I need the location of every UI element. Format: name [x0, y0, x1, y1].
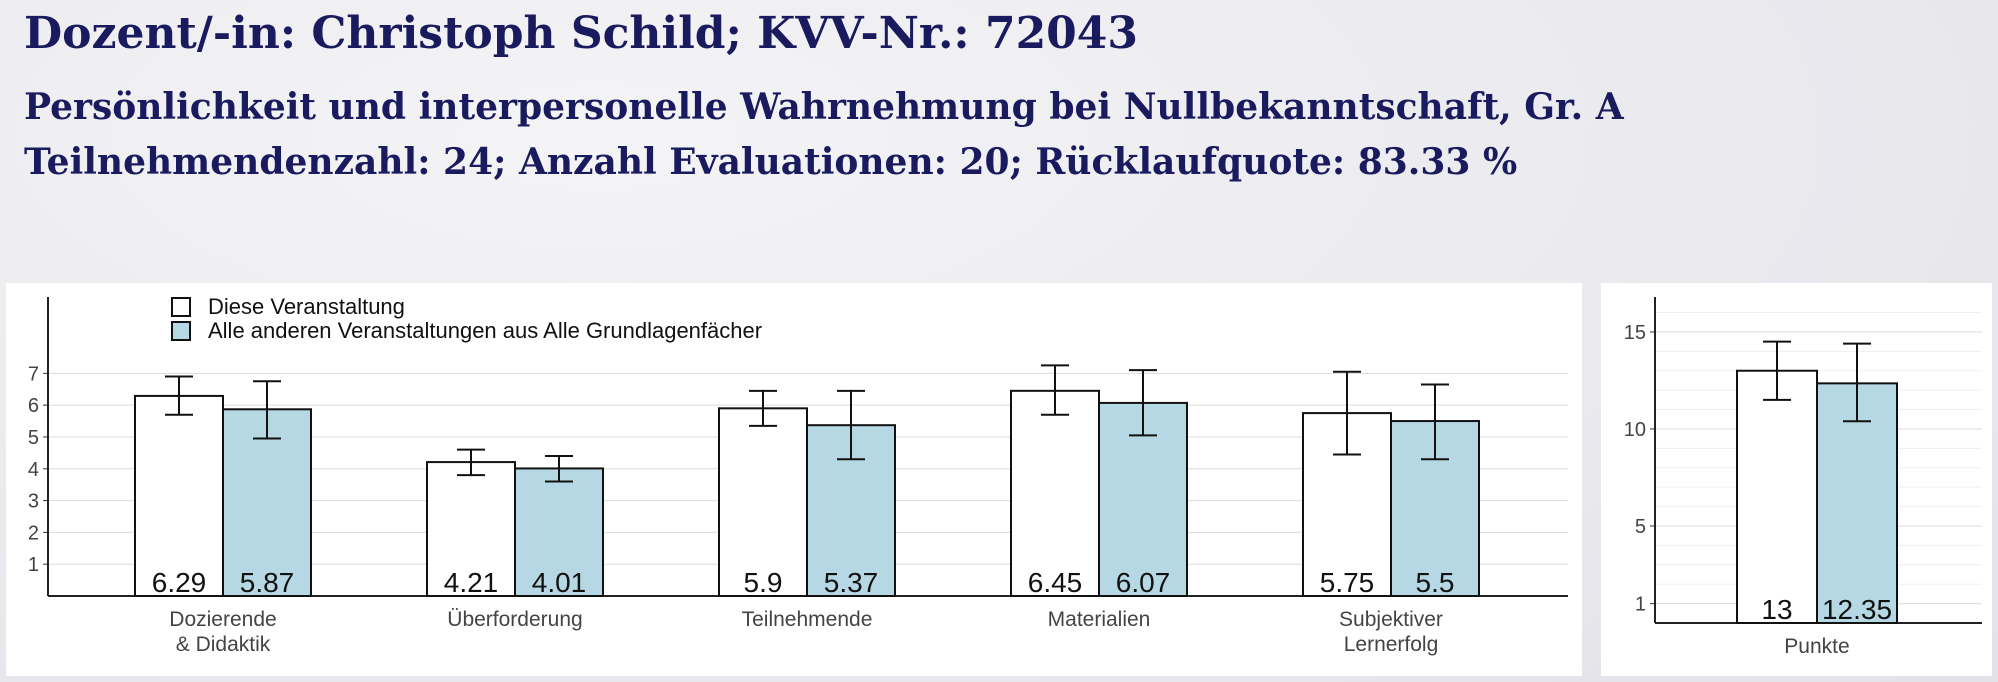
bar: [134, 394, 224, 597]
data-label: 5.75: [1320, 567, 1375, 598]
data-label: 4.21: [444, 567, 499, 598]
bar: [1736, 369, 1818, 624]
y-tick-label: 1: [1635, 594, 1646, 616]
data-label: 6.07: [1116, 567, 1171, 598]
data-label: 5.5: [1416, 567, 1455, 598]
x-tick-label: Materialien: [1048, 608, 1151, 631]
y-tick-label: 1: [28, 554, 39, 576]
legend-swatch: [171, 297, 191, 317]
page-title: Dozent/-in: Christoph Schild; KVV-Nr.: 7…: [24, 8, 1139, 59]
x-tick-label: Teilnehmende: [742, 608, 873, 631]
data-label: 6.29: [152, 567, 207, 598]
y-tick-label: 5: [28, 427, 39, 449]
legend-label: Diese Veranstaltung: [208, 294, 405, 319]
y-tick-label: 5: [1635, 516, 1646, 538]
y-tick-label: 6: [28, 395, 39, 417]
bar: [1010, 389, 1100, 597]
x-tick-label: Dozierende: [169, 608, 276, 631]
data-label: 13: [1761, 594, 1792, 625]
data-label: 5.9: [744, 567, 783, 598]
x-tick-label: Punkte: [1784, 635, 1849, 658]
data-label: 5.87: [240, 567, 295, 598]
y-tick-label: 4: [28, 459, 39, 481]
legend-swatch: [171, 321, 191, 341]
y-tick-label: 7: [28, 363, 39, 385]
x-tick-label: Überforderung: [447, 608, 582, 631]
main-bar-chart: 1 2 3 4 5 6 7 6.29 5.87 Dozierende& Didaktik 4.21 4…: [28, 294, 1568, 656]
data-label: 12.35: [1822, 594, 1892, 625]
points-chart-panel: 1 5 10 15 13 12.35 Punkte: [1601, 283, 1992, 676]
main-chart-panel: 1 2 3 4 5 6 7 6.29 5.87 Dozierende & Didaktik 4.21 4…: [6, 283, 1582, 676]
data-label: 5.37: [824, 567, 879, 598]
course-stats: Teilnehmendenzahl: 24; Anzahl Evaluation…: [24, 141, 1518, 183]
data-label: 4.01: [532, 567, 587, 598]
x-tick-label: Subjektiver: [1339, 608, 1443, 631]
bar: [514, 467, 604, 597]
course-title: Persönlichkeit und interpersonelle Wahrn…: [24, 86, 1624, 128]
y-tick-label: 2: [28, 522, 39, 544]
legend-label: Alle anderen Veranstaltungen aus Alle Gr…: [208, 318, 762, 343]
x-tick-label: Lernerfolg: [1344, 633, 1439, 656]
y-tick-label: 10: [1624, 419, 1646, 441]
x-tick-label: & Didaktik: [176, 633, 271, 656]
y-tick-label: 15: [1624, 322, 1646, 344]
y-tick-label: 3: [28, 491, 39, 513]
data-label: 6.45: [1028, 567, 1083, 598]
